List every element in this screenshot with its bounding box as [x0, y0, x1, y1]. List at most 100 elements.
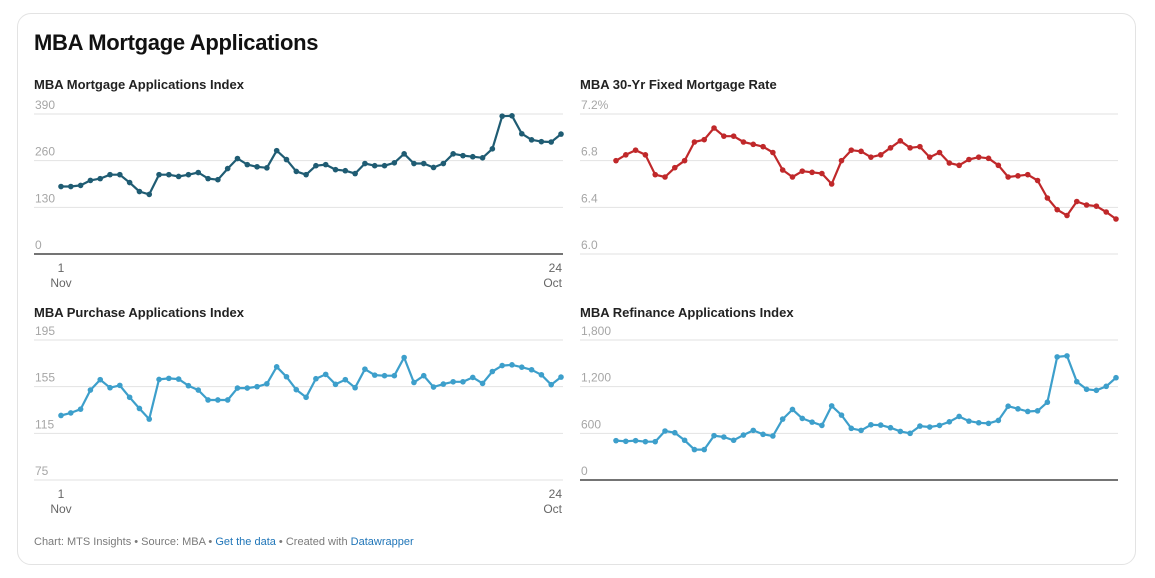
x-tick-label-start: Nov: [50, 502, 71, 516]
data-point: [770, 433, 776, 439]
x-tick-label-start: 1: [58, 261, 65, 275]
data-point: [701, 446, 708, 453]
data-point: [58, 412, 64, 419]
series-line: [60, 356, 562, 421]
chart-refinance: 0 600 1,200 1,800: [580, 324, 1119, 481]
data-point: [322, 371, 329, 378]
data-point: [672, 164, 678, 171]
datawrapper-link[interactable]: Datawrapper: [350, 536, 414, 548]
y-tick-label: 6.8: [581, 145, 598, 159]
data-point: [371, 372, 378, 378]
data-point: [87, 387, 94, 393]
get-the-data-link[interactable]: Get the data: [215, 536, 276, 548]
data-point: [819, 170, 825, 177]
data-point: [244, 161, 251, 168]
data-point: [68, 410, 74, 416]
data-point: [440, 381, 447, 387]
y-tick-label: 1,800: [581, 324, 611, 338]
data-point: [518, 130, 525, 137]
data-point: [1054, 206, 1060, 213]
y-tick-label: 195: [35, 324, 55, 338]
data-point: [623, 152, 629, 158]
y-tick-label: 260: [35, 145, 55, 159]
data-point: [956, 413, 962, 420]
data-point: [760, 431, 766, 438]
data-point: [469, 153, 476, 160]
data-point: [430, 164, 437, 171]
data-point: [362, 160, 368, 167]
data-point: [1024, 171, 1031, 178]
y-tick-label: 6.4: [581, 191, 598, 205]
data-point: [548, 139, 554, 145]
data-point: [956, 162, 962, 169]
data-point: [117, 382, 123, 389]
data-point: [215, 397, 221, 403]
data-point: [175, 376, 182, 382]
data-point: [107, 384, 113, 391]
data-point: [342, 167, 349, 174]
x-tick-label-end: Oct: [543, 276, 562, 290]
y-tick-label: 390: [35, 98, 55, 112]
y-tick-label: 0: [581, 464, 588, 478]
data-point: [740, 432, 747, 438]
data-point: [352, 170, 358, 177]
data-point: [401, 354, 407, 361]
data-point: [858, 148, 864, 155]
data-point: [224, 397, 231, 403]
data-point: [420, 160, 427, 167]
data-point: [1024, 408, 1031, 415]
data-point: [642, 152, 649, 158]
data-point: [623, 438, 629, 445]
data-point: [371, 162, 378, 169]
data-point: [848, 147, 855, 153]
data-point: [1093, 387, 1100, 394]
data-point: [479, 380, 486, 387]
data-point: [858, 427, 864, 434]
data-point: [97, 376, 104, 383]
data-point: [838, 412, 845, 418]
data-point: [136, 405, 143, 412]
data-point: [489, 368, 496, 375]
data-point: [1005, 403, 1011, 409]
panel-title-applications: MBA Mortgage Applications Index: [34, 77, 244, 92]
data-point: [975, 154, 982, 160]
data-point: [1064, 353, 1070, 359]
data-point: [975, 419, 982, 426]
data-point: [538, 138, 545, 145]
data-point: [907, 430, 913, 437]
data-point: [985, 420, 992, 427]
data-point: [799, 415, 806, 422]
data-point: [450, 378, 456, 385]
data-point: [175, 173, 182, 180]
data-point: [662, 174, 668, 180]
y-tick-label: 7.2%: [581, 98, 609, 112]
data-point: [273, 364, 280, 370]
data-point: [1103, 383, 1109, 390]
data-point: [224, 165, 231, 172]
data-point: [509, 362, 515, 368]
data-point: [701, 136, 708, 143]
data-point: [711, 125, 717, 131]
data-point: [868, 421, 874, 428]
data-point: [303, 394, 309, 401]
data-point: [711, 432, 717, 439]
data-point: [966, 418, 972, 424]
footer-created-with: • Created with: [275, 536, 351, 548]
data-point: [479, 154, 486, 161]
data-point: [234, 385, 241, 391]
data-point: [234, 155, 241, 162]
data-point: [68, 183, 74, 190]
data-point: [936, 149, 943, 156]
data-point: [730, 437, 737, 444]
data-point: [342, 376, 349, 383]
data-point: [254, 163, 260, 170]
data-point: [87, 177, 94, 184]
data-point: [730, 133, 737, 139]
data-point: [1015, 406, 1021, 412]
data-point: [1034, 177, 1041, 184]
data-point: [662, 428, 668, 434]
data-point: [166, 171, 172, 178]
data-point: [313, 162, 319, 169]
data-point: [926, 424, 933, 430]
